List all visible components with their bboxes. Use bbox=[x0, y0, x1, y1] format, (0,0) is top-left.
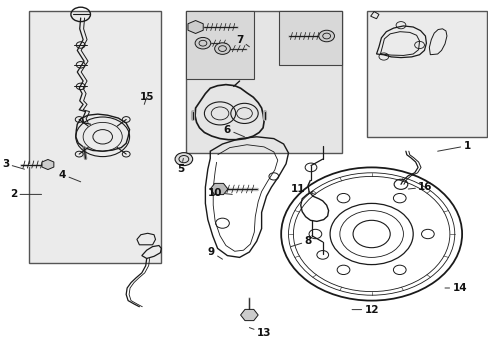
Text: 7: 7 bbox=[235, 35, 249, 47]
Bar bbox=[278, 11, 342, 65]
Circle shape bbox=[175, 153, 192, 166]
Bar bbox=[366, 11, 486, 137]
Text: 4: 4 bbox=[59, 170, 81, 182]
Text: 16: 16 bbox=[407, 182, 432, 192]
Text: 11: 11 bbox=[290, 184, 315, 194]
Text: 3: 3 bbox=[2, 159, 24, 169]
Text: 10: 10 bbox=[207, 188, 232, 198]
Text: 2: 2 bbox=[10, 189, 41, 199]
Text: 12: 12 bbox=[351, 305, 378, 315]
Text: 5: 5 bbox=[177, 158, 184, 174]
Text: 6: 6 bbox=[224, 125, 244, 137]
Circle shape bbox=[195, 37, 210, 49]
Text: 8: 8 bbox=[290, 236, 311, 247]
Text: 14: 14 bbox=[444, 283, 466, 293]
Bar bbox=[29, 11, 161, 263]
Bar bbox=[185, 11, 254, 79]
Circle shape bbox=[318, 30, 334, 42]
Text: 13: 13 bbox=[249, 328, 271, 338]
Text: 15: 15 bbox=[139, 92, 154, 104]
Text: 1: 1 bbox=[437, 141, 469, 151]
Text: 9: 9 bbox=[207, 247, 222, 259]
Circle shape bbox=[214, 43, 230, 54]
Bar bbox=[185, 11, 342, 153]
